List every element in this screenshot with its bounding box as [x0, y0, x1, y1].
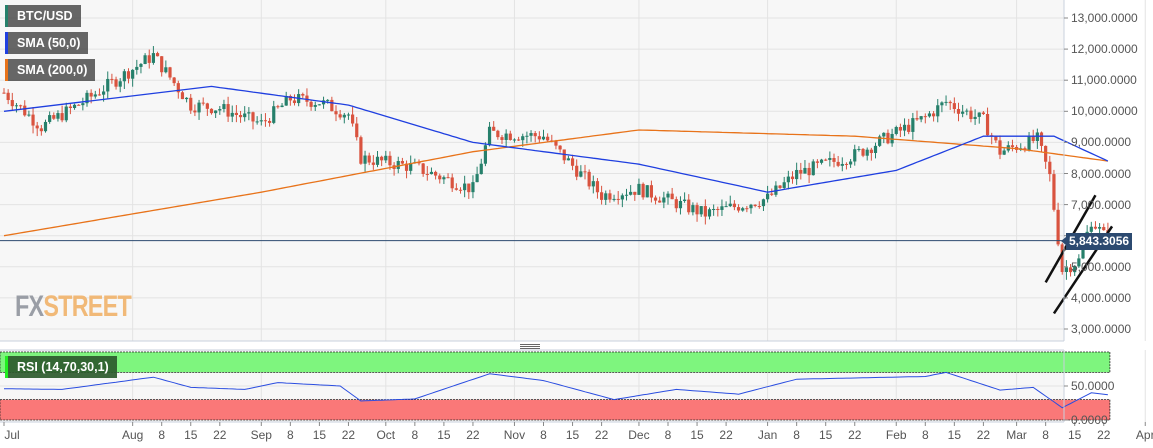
time-tick-label: 8 — [664, 428, 672, 442]
price-tick-label: 9,000.0000 — [1071, 135, 1132, 150]
time-tick-label: 15 — [1068, 428, 1082, 442]
pane-resize-handle[interactable] — [520, 344, 540, 350]
rsi-line — [3, 371, 1108, 409]
time-tick-label: 8 — [158, 428, 166, 442]
time-tick-label: 15 — [437, 428, 451, 442]
time-tick-label: 22 — [594, 428, 609, 442]
price-tick-label: 11,000.0000 — [1071, 73, 1137, 88]
legend-symbol[interactable]: BTC/USD — [5, 5, 81, 27]
time-tick-label: 8 — [921, 428, 929, 442]
time-tick-label: 15 — [565, 428, 580, 442]
time-tick-label: 15 — [312, 428, 327, 442]
price-tick-label: 7,000.0000 — [1071, 197, 1132, 212]
sma200-line — [3, 129, 1108, 237]
time-tick-label: Nov — [503, 428, 526, 442]
price-tick-label: 10,000.0000 — [1071, 104, 1138, 119]
time-tick-label: 22 — [1097, 428, 1111, 442]
price-tick-label: 12,000.0000 — [1071, 42, 1138, 57]
time-tick-label: 15 — [947, 428, 962, 442]
time-tick-label: 22 — [976, 428, 991, 442]
time-tick-label: 22 — [466, 428, 480, 442]
axes — [0, 0, 1146, 426]
time-tick-label: 22 — [213, 428, 227, 442]
time-tick-label: Jul — [4, 428, 20, 442]
legend-rsi[interactable]: RSI (14,70,30,1) — [5, 356, 117, 378]
time-tick-label: 22 — [719, 428, 733, 442]
rsi-tick-label: 0.0000 — [1071, 413, 1108, 427]
price-tick-label: 8,000.0000 — [1071, 166, 1132, 181]
sma200-color-swatch — [5, 59, 8, 81]
time-tick-label: Aug — [121, 428, 144, 442]
time-tick-label: 8 — [540, 428, 547, 442]
rsi-tick-label: 50.0000 — [1071, 379, 1115, 393]
price-tick-label: 4,000.0000 — [1071, 290, 1132, 305]
price-tick-label: 3,000.0000 — [1071, 322, 1132, 336]
legend-sma50[interactable]: SMA (50,0) — [5, 32, 89, 54]
time-tick-label: 8 — [411, 428, 419, 442]
current-price-label: 5,843.3056 — [1060, 233, 1133, 250]
time-tick-label: 15 — [819, 428, 833, 442]
legend-sma200[interactable]: SMA (200,0) — [5, 59, 96, 81]
time-tick-label: Jan — [757, 428, 778, 442]
time-tick-label: Feb — [885, 428, 907, 442]
time-tick-label: 22 — [848, 428, 862, 442]
rsi-zones — [0, 351, 1111, 421]
logo-street: STREET — [43, 290, 131, 323]
time-tick-label: 15 — [690, 428, 704, 442]
time-tick-label: Mar — [1006, 428, 1027, 442]
time-tick-label: 15 — [184, 428, 198, 442]
legend-rsi-label: RSI (14,70,30,1) — [17, 360, 109, 374]
price-plot-area — [0, 0, 1064, 341]
time-tick-label: Dec — [628, 428, 650, 442]
logo-fx: FX — [15, 290, 44, 323]
price-tick-label: 5,000.0000 — [1071, 259, 1132, 274]
legend-sma200-label: SMA (200,0) — [17, 63, 88, 77]
legend-symbol-label: BTC/USD — [17, 9, 73, 23]
legend-sma50-label: SMA (50,0) — [17, 36, 81, 50]
sma50-line — [3, 85, 1109, 193]
sma50-color-swatch — [5, 32, 8, 54]
time-tick-label: 8 — [1042, 428, 1049, 442]
symbol-color-swatch — [5, 5, 8, 27]
time-tick-label: Apr — [1135, 428, 1153, 442]
fxstreet-logo: FXSTREET — [15, 290, 132, 324]
time-tick-label: Sep — [250, 428, 272, 442]
gridlines — [0, 0, 1146, 422]
time-tick-label: 8 — [287, 428, 294, 442]
time-tick-label: 22 — [341, 428, 356, 442]
price-tick-label: 13,000.0000 — [1071, 11, 1138, 25]
rsi-color-swatch — [5, 356, 8, 378]
time-tick-label: 8 — [793, 428, 800, 442]
time-tick-label: Oct — [376, 428, 396, 442]
